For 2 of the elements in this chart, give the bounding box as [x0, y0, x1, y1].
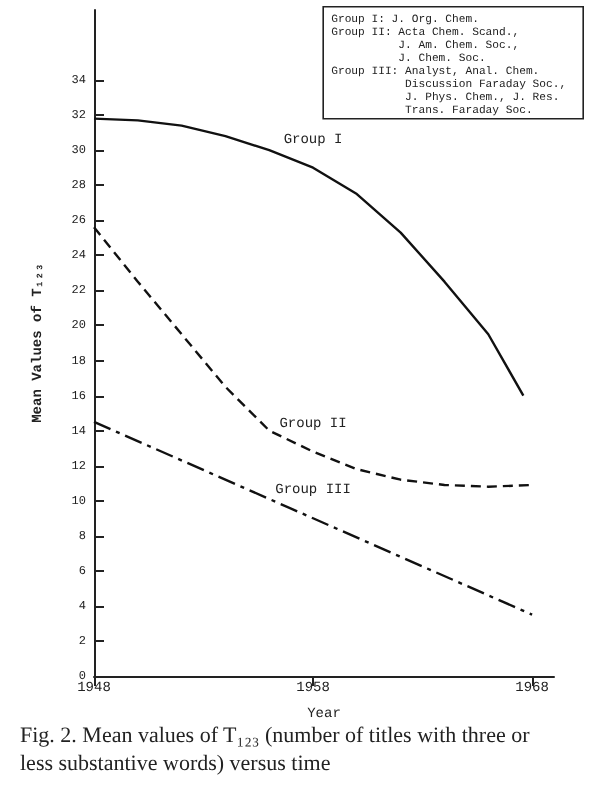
- text: Fig. 2. Mean values of T₁₂₃ (number of titles with three or less substantive words) versus time: [20, 724, 536, 776]
- line-series: [92, 117, 525, 397]
